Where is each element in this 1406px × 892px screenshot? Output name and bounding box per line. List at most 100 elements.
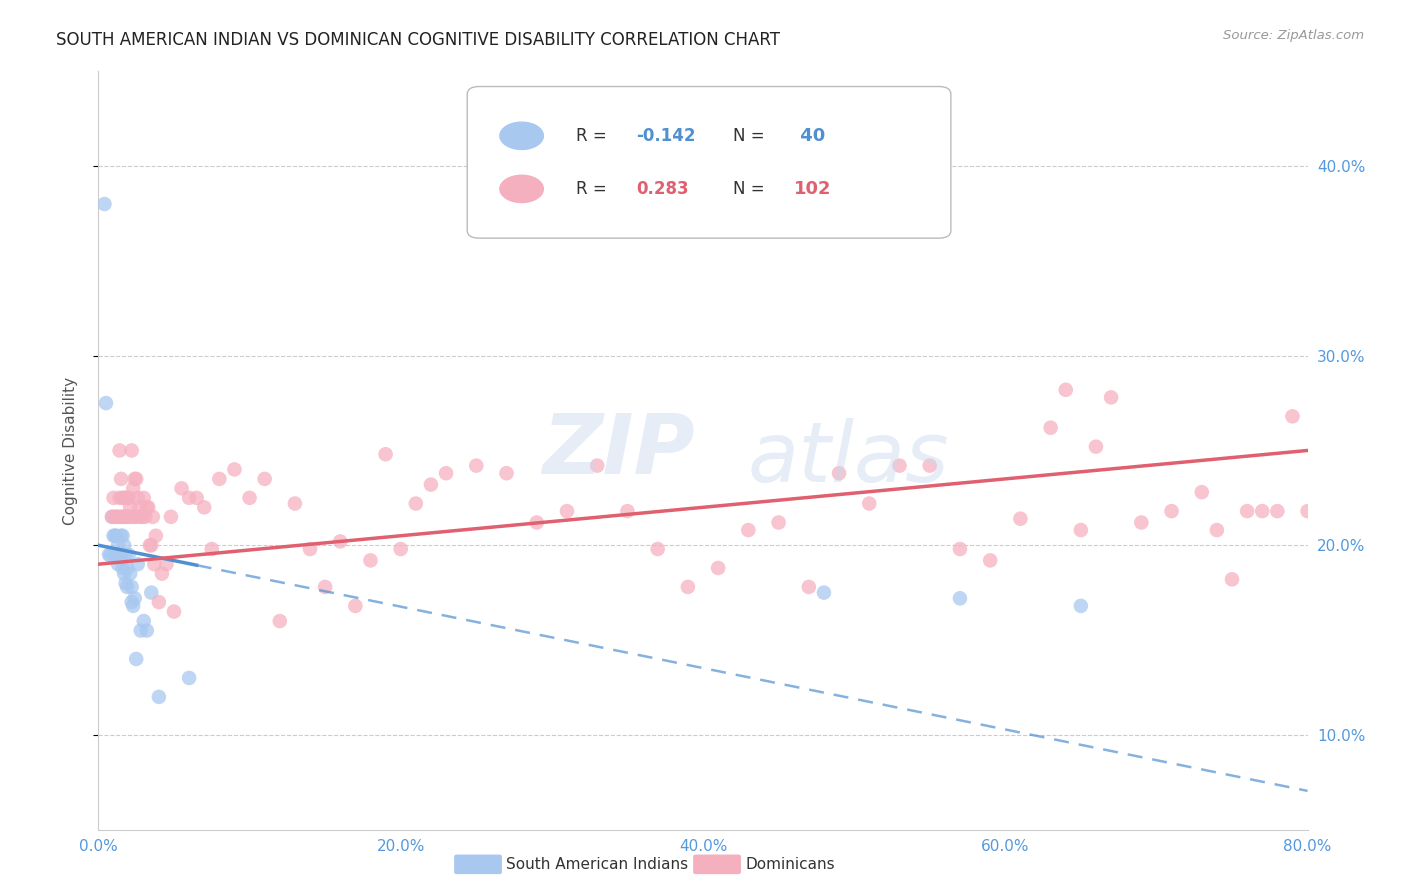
Point bbox=[329, 534, 352, 549]
Point bbox=[108, 443, 131, 458]
Point bbox=[114, 509, 136, 524]
FancyBboxPatch shape bbox=[467, 87, 950, 238]
Point bbox=[105, 529, 128, 543]
Point bbox=[918, 458, 941, 473]
Point bbox=[193, 500, 215, 515]
Point bbox=[118, 491, 141, 505]
Point bbox=[107, 509, 129, 524]
Point bbox=[155, 557, 177, 572]
Point bbox=[148, 690, 170, 704]
Point bbox=[115, 509, 138, 524]
Point bbox=[129, 624, 152, 638]
Text: atlas: atlas bbox=[747, 417, 949, 499]
Point bbox=[186, 491, 208, 505]
Point bbox=[170, 482, 193, 496]
Point bbox=[112, 566, 135, 581]
Point bbox=[208, 472, 231, 486]
Point bbox=[344, 599, 367, 613]
Point bbox=[586, 458, 609, 473]
Point bbox=[141, 585, 163, 599]
Point bbox=[122, 482, 145, 496]
Point bbox=[129, 509, 152, 524]
Point bbox=[98, 548, 121, 562]
Point bbox=[118, 548, 141, 562]
Point bbox=[813, 585, 835, 599]
Text: SOUTH AMERICAN INDIAN VS DOMINICAN COGNITIVE DISABILITY CORRELATION CHART: SOUTH AMERICAN INDIAN VS DOMINICAN COGNI… bbox=[56, 31, 780, 49]
Text: 0.283: 0.283 bbox=[637, 180, 689, 198]
Point bbox=[127, 491, 149, 505]
Point bbox=[143, 557, 166, 572]
Point bbox=[1327, 516, 1350, 530]
Point bbox=[93, 197, 115, 211]
Point bbox=[104, 509, 127, 524]
Point bbox=[101, 509, 124, 524]
Point bbox=[112, 538, 135, 552]
Point bbox=[1130, 516, 1153, 530]
Point bbox=[284, 496, 307, 510]
Point bbox=[299, 541, 322, 557]
Point bbox=[135, 624, 157, 638]
Point bbox=[201, 541, 224, 557]
Point bbox=[110, 509, 132, 524]
Text: 40: 40 bbox=[793, 127, 825, 145]
Point bbox=[132, 614, 155, 628]
Point bbox=[121, 595, 143, 609]
Text: N =: N = bbox=[734, 127, 770, 145]
Y-axis label: Cognitive Disability: Cognitive Disability bbox=[63, 376, 77, 524]
Point bbox=[1070, 599, 1092, 613]
Point bbox=[121, 580, 143, 594]
Point bbox=[707, 561, 730, 575]
Text: ZIP: ZIP bbox=[543, 410, 695, 491]
Point bbox=[269, 614, 291, 628]
Point bbox=[120, 566, 142, 581]
Point bbox=[112, 491, 135, 505]
Point bbox=[128, 500, 150, 515]
Point bbox=[124, 591, 146, 606]
Point bbox=[104, 529, 127, 543]
Point bbox=[107, 557, 129, 572]
Point bbox=[124, 509, 146, 524]
Point bbox=[1281, 409, 1303, 424]
Point bbox=[1296, 504, 1319, 518]
Point bbox=[110, 472, 132, 486]
Point bbox=[145, 529, 167, 543]
Point bbox=[828, 467, 851, 481]
Point bbox=[163, 605, 186, 619]
Text: Dominicans: Dominicans bbox=[745, 857, 835, 871]
Point bbox=[127, 557, 149, 572]
Point bbox=[121, 443, 143, 458]
Point bbox=[132, 491, 155, 505]
Point bbox=[124, 472, 146, 486]
Point bbox=[108, 491, 131, 505]
Point bbox=[1010, 512, 1032, 526]
Point bbox=[104, 548, 127, 562]
Point bbox=[125, 652, 148, 666]
Point bbox=[1236, 504, 1258, 518]
Point bbox=[105, 509, 128, 524]
Point bbox=[115, 491, 138, 505]
Point bbox=[374, 447, 396, 461]
Point bbox=[1191, 485, 1213, 500]
Point bbox=[122, 599, 145, 613]
Circle shape bbox=[501, 175, 543, 202]
Point bbox=[405, 496, 427, 510]
Point bbox=[131, 509, 153, 524]
Point bbox=[134, 509, 156, 524]
Point bbox=[1099, 391, 1122, 405]
Point bbox=[105, 548, 128, 562]
Point bbox=[1220, 573, 1243, 587]
Point bbox=[111, 491, 134, 505]
Point bbox=[1160, 504, 1182, 518]
Point bbox=[737, 523, 759, 537]
Point bbox=[555, 504, 578, 518]
Point bbox=[112, 509, 135, 524]
Point bbox=[1070, 523, 1092, 537]
Point bbox=[616, 504, 638, 518]
Point bbox=[768, 516, 790, 530]
Point bbox=[1206, 523, 1229, 537]
Text: 102: 102 bbox=[793, 180, 831, 198]
Point bbox=[1312, 447, 1334, 461]
Point bbox=[239, 491, 262, 505]
Text: Source: ZipAtlas.com: Source: ZipAtlas.com bbox=[1223, 29, 1364, 42]
Point bbox=[526, 516, 548, 530]
